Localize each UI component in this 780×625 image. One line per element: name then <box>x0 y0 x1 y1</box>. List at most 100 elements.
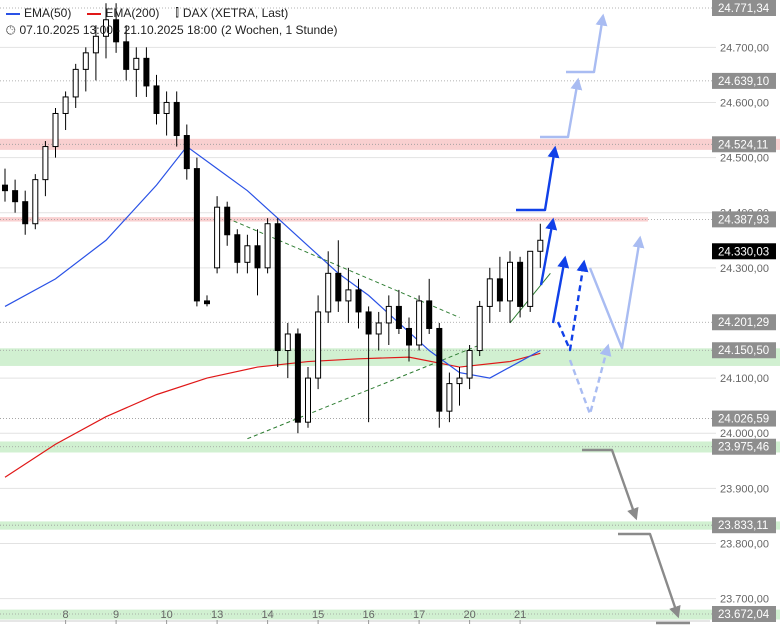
candle <box>62 91 69 131</box>
candle <box>113 3 120 53</box>
y-tick-label: 24.000,00 <box>720 428 769 440</box>
ema50-legend-label: EMA(50) <box>24 6 72 20</box>
candle <box>82 47 89 92</box>
candle <box>456 367 463 406</box>
candle-body <box>345 289 352 302</box>
y-tick-label: 23.900,00 <box>720 483 769 495</box>
candle <box>406 317 412 362</box>
price-level-label: 24.387,93 <box>718 214 769 226</box>
price-level-label-box <box>712 0 776 16</box>
candle <box>254 229 261 296</box>
x-tick-label: 14 <box>261 609 273 621</box>
candle <box>517 256 524 318</box>
candle-body <box>143 57 150 87</box>
candlestick-icon: ⫿ <box>175 7 179 19</box>
projection-up-1 <box>539 217 558 286</box>
x-tick-label: 10 <box>160 609 172 621</box>
price-level-label: 23.975,46 <box>718 442 769 454</box>
chart-legend: EMA(50) EMA(200) ⫿ DAX (XETRA, Last) 🕒︎ … <box>6 5 338 39</box>
y-tick-label: 24.100,00 <box>720 373 769 385</box>
candle <box>72 63 79 108</box>
candle-body <box>355 289 362 313</box>
y-tick-label: 24.300,00 <box>720 263 769 275</box>
y-tick-label: 24.600,00 <box>720 97 769 109</box>
x-tick-label: 13 <box>211 609 223 621</box>
projection-dashed <box>556 259 589 352</box>
candle-body <box>82 52 89 70</box>
candle-body <box>2 184 8 192</box>
instrument-label: DAX (XETRA, Last) <box>182 6 289 20</box>
candle <box>466 345 473 390</box>
candle <box>375 311 382 351</box>
candle-body <box>294 333 301 423</box>
candle-body <box>325 272 332 313</box>
candle-body <box>527 250 534 307</box>
price-level-label-box <box>712 606 776 622</box>
candle-body <box>113 19 120 43</box>
candle <box>507 251 513 323</box>
candle-body <box>183 135 190 170</box>
candle-body <box>234 234 241 263</box>
projection-light-swing <box>588 235 645 350</box>
candle-body <box>204 300 210 305</box>
candle-body <box>193 168 200 302</box>
candle <box>476 300 483 357</box>
price-level-label-box <box>712 517 776 534</box>
x-tick-label: 21 <box>514 609 526 621</box>
candle <box>335 240 342 312</box>
candle <box>163 91 170 136</box>
candle <box>426 278 433 334</box>
candle-body <box>365 311 372 335</box>
candle <box>345 267 352 323</box>
candle <box>153 74 160 125</box>
candle-body <box>315 311 322 379</box>
candle <box>52 107 59 158</box>
candle-body <box>486 278 493 307</box>
projection-down-2 <box>618 532 681 619</box>
candle <box>436 322 443 428</box>
candle-body <box>103 19 109 37</box>
clock-icon: 🕒︎ <box>6 23 16 37</box>
candle <box>416 295 423 351</box>
candle <box>22 190 29 235</box>
candle <box>42 141 49 197</box>
candle-body <box>466 350 473 379</box>
projection-up-2 <box>551 255 570 324</box>
candle-body <box>163 101 170 114</box>
candle-body <box>72 68 79 98</box>
candle <box>224 201 231 246</box>
price-level-label: 24.201,29 <box>718 317 769 329</box>
candle <box>315 295 322 390</box>
candle <box>234 229 241 274</box>
candle-body <box>133 57 140 70</box>
candle <box>2 168 8 202</box>
candle-body <box>12 190 19 203</box>
y-tick-label: 24.500,00 <box>720 153 769 165</box>
price-level-label-box <box>712 314 776 331</box>
price-level-label: 24.150,50 <box>718 345 769 357</box>
candle-body <box>385 305 392 324</box>
candle <box>214 196 221 274</box>
candle-body <box>274 223 281 352</box>
candle-body <box>214 206 221 269</box>
date-range-detail: (2 Wochen, 1 Stunde) <box>221 23 338 37</box>
candle-body <box>254 245 261 269</box>
candle <box>496 256 503 312</box>
candle <box>446 372 453 423</box>
candle <box>355 278 362 329</box>
price-level-label: 24.639,10 <box>718 76 769 88</box>
candle-body <box>305 377 311 423</box>
candle <box>133 47 140 97</box>
candle <box>193 157 200 307</box>
price-level-label-box <box>712 211 776 228</box>
projection-light-dashed <box>568 343 612 416</box>
candle-body <box>22 201 29 225</box>
projection-light-up-1 <box>540 77 583 139</box>
candle-body <box>406 327 412 346</box>
candle-body <box>52 112 59 148</box>
support-zone-9 <box>0 609 780 620</box>
candle <box>527 250 534 312</box>
candle-body <box>446 383 453 412</box>
